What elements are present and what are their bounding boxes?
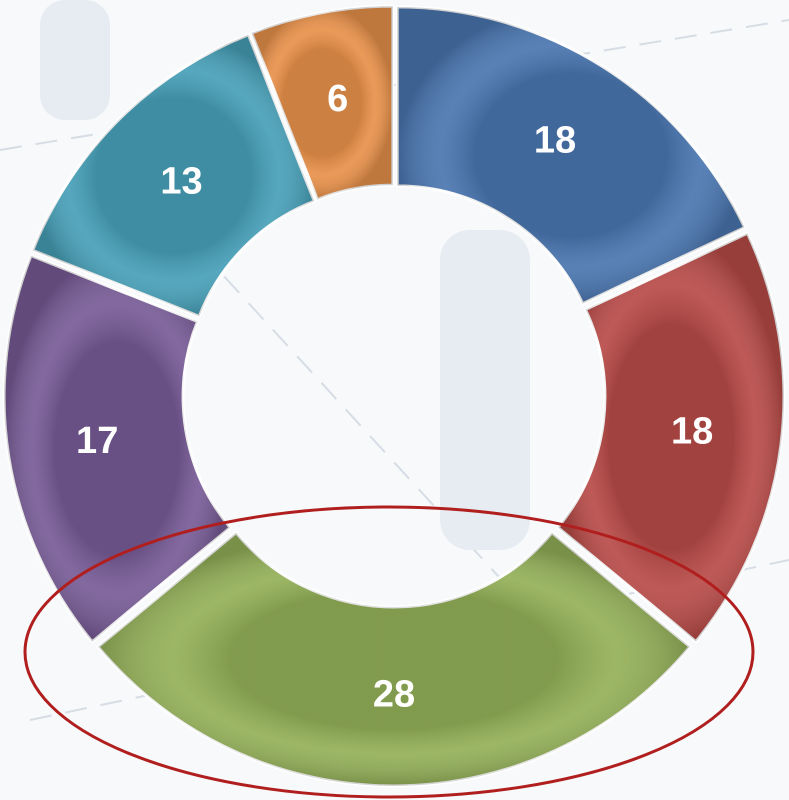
highlight-ellipse — [23, 505, 755, 799]
slices: 18 18 28 17 13 6 — [2, 4, 786, 788]
data-label: 6 — [327, 78, 348, 120]
slice — [96, 530, 692, 788]
data-label: 18 — [671, 411, 713, 453]
slice-group: 28 — [96, 530, 692, 788]
data-label: 17 — [76, 420, 118, 462]
data-label: 28 — [373, 674, 415, 716]
data-label: 18 — [534, 119, 576, 161]
data-label: 13 — [160, 161, 202, 203]
